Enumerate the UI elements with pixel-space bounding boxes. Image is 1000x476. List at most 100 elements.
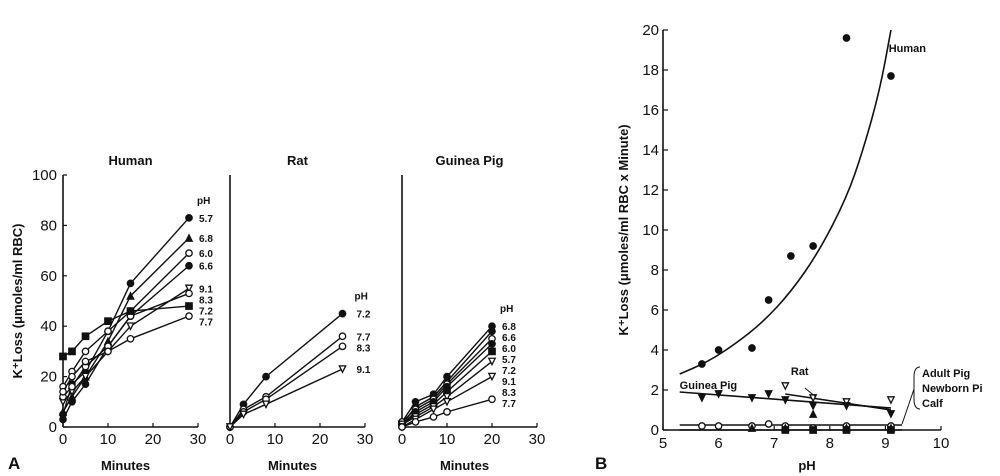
panel-a-human-series-6-6-3-line bbox=[62, 265, 190, 420]
panel-a-rat-ph-label-8-3: 8.3 bbox=[357, 343, 371, 354]
panel-a-rat-x-tick-label: 10 bbox=[267, 431, 284, 448]
panel-a-guinea-pig-ph-label-7-7: 7.7 bbox=[502, 399, 516, 410]
panel-b-group-bracket bbox=[913, 366, 921, 410]
panel-a-human-y-tick-label: 40 bbox=[40, 318, 57, 335]
panel-a-human-series-7-7-7-point bbox=[185, 312, 193, 320]
panel-a-rat-x-tick-label: 20 bbox=[312, 431, 329, 448]
panel-a-human-series-6-8-1-point bbox=[58, 407, 68, 416]
panel-a-guinea-pig-series-7-7-7-point bbox=[429, 413, 438, 421]
panel-a-guinea-pig-series-7-7-7-point bbox=[443, 408, 451, 416]
panel-a-human-series-6-6-3-point bbox=[59, 415, 67, 424]
panel-a-rat-series-7-7-1-point bbox=[338, 332, 347, 341]
panel-b-curve-label-rat: Rat bbox=[791, 366, 809, 378]
panel-a-human-ph-label-7-7: 7.7 bbox=[199, 317, 213, 328]
panel-a-human-ph-label-8-3: 8.3 bbox=[199, 295, 213, 306]
panel-b-series-calf-point bbox=[887, 426, 895, 434]
panel-b-x-tick-label: 10 bbox=[933, 435, 950, 452]
panel-b-x-tick-label: 8 bbox=[826, 435, 834, 452]
panel-b-series-human-point bbox=[714, 346, 723, 354]
panel-a-human-x-axis-label: Minutes bbox=[101, 458, 150, 473]
panel-a-human-series-8-3-5-point bbox=[185, 289, 193, 298]
panel-b-series-calf-point bbox=[842, 426, 851, 434]
panel-a-human-x-tick-label: 0 bbox=[59, 431, 67, 448]
panel-a-human-ph-label-6-6: 6.6 bbox=[199, 262, 213, 273]
panel-a-guinea-pig-series-8-3-6-point bbox=[442, 397, 452, 407]
panel-a-human-y-tick-label: 100 bbox=[32, 167, 57, 184]
panel-a-human-ph-label-5-7: 5.7 bbox=[199, 214, 213, 225]
panel-a-human-y-tick-label: 80 bbox=[40, 217, 57, 234]
panel-a-human-ph-label-7-2: 7.2 bbox=[199, 306, 213, 317]
panel-a-human-series-7-7-7-point bbox=[104, 347, 112, 356]
panel-a-rat-x-axis-label: Minutes bbox=[268, 458, 317, 473]
panel-b-y-tick-label: 14 bbox=[642, 142, 659, 159]
panel-a-human-series-7-2-6-point bbox=[126, 307, 135, 315]
panel-b-series-adult-pig-point bbox=[698, 422, 706, 430]
panel-b-series-adult-pig-point bbox=[714, 422, 723, 430]
panel-b-y-tick-label: 18 bbox=[642, 62, 659, 79]
panel-a-guinea-pig-series-7-7-7-point bbox=[411, 418, 420, 426]
panel-b-y-tick-label: 12 bbox=[642, 182, 659, 199]
panel-a-human-series-6-6-3-point bbox=[68, 397, 76, 406]
panel-a-guinea-pig-series-8-3-6-point bbox=[429, 405, 438, 415]
panel-a-human-series-6-8-1-point bbox=[184, 233, 194, 242]
panel-a-human-y-tick-label: 60 bbox=[40, 268, 57, 285]
panel-b-letter: B bbox=[595, 454, 607, 473]
panel-a-human-series-7-2-6-point bbox=[81, 332, 90, 341]
panel-a-human-ph-heading: pH bbox=[197, 196, 210, 207]
panel-a-guinea-pig-ph-label-8-3: 8.3 bbox=[502, 388, 516, 399]
panel-a-guinea-pig-series-8-3-6-point bbox=[487, 372, 497, 382]
panel-b-y-tick-label: 16 bbox=[642, 102, 659, 119]
panel-a-rat-x-tick-label: 30 bbox=[357, 431, 374, 448]
panel-a-rat-series-9-1-3-point bbox=[261, 400, 271, 409]
panel-a-human-series-7-7-7-point bbox=[126, 334, 135, 343]
panel-b-x-tick-label: 5 bbox=[659, 435, 667, 452]
panel-a-guinea-pig-series-9-1-5-point bbox=[487, 357, 497, 367]
panel-a-guinea-pig-ph-heading: pH bbox=[500, 304, 513, 315]
panel-a-human-y-tick-label: 0 bbox=[49, 419, 57, 436]
panel-a-rat-series-9-1-3-point bbox=[225, 423, 235, 432]
panel-b-x-axis-label: pH bbox=[798, 458, 815, 473]
panel-b-series-human-point bbox=[787, 252, 795, 260]
panel-a-guinea-pig-series-6-6-1-point bbox=[488, 327, 496, 336]
panel-b-curve-label-newborn-pi: Newborn Pi bbox=[922, 383, 983, 395]
panel-b-series-guinea-pig-point bbox=[747, 394, 757, 403]
panel-b-series-guinea-pig-point bbox=[714, 390, 723, 399]
panel-b-y-tick-label: 0 bbox=[651, 422, 659, 439]
panel-b-curve-label-adult-pig: Adult Pig bbox=[922, 368, 970, 380]
panel-a-rat-series-8-3-2-line bbox=[229, 345, 343, 428]
panel-b-y-tick-label: 6 bbox=[651, 302, 659, 319]
panel-a-rat-series-8-3-2-point bbox=[338, 342, 347, 351]
panel-b-curve-label-guinea-pig: Guinea Pig bbox=[680, 380, 737, 392]
panel-a-human-series-6-0-2-point bbox=[81, 347, 90, 356]
panel-b-x-tick-label: 6 bbox=[714, 435, 722, 452]
panel-a-human-series-7-2-6-point bbox=[185, 302, 193, 310]
panel-a-human-series-6-6-3-point bbox=[185, 261, 193, 270]
panel-a-human-series-6-6-3-point bbox=[81, 380, 90, 389]
panel-a-human-y-axis-label: K⁺Loss (μmoles/ml RBC) bbox=[10, 224, 25, 379]
panel-a-human-x-tick-label: 10 bbox=[100, 431, 117, 448]
panel-a-human-series-7-7-7-point bbox=[68, 372, 76, 381]
panel-a-human-series-9-1-4-point bbox=[126, 322, 135, 331]
panel-a-human-series-9-1-4-line bbox=[62, 287, 190, 403]
panel-a-guinea-pig-x-tick-label: 20 bbox=[484, 431, 501, 448]
panel-a-rat-series-7-2-0-point bbox=[262, 372, 270, 381]
panel-a-human-series-7-2-6-point bbox=[104, 317, 112, 326]
panel-a-guinea-pig-x-tick-label: 0 bbox=[398, 431, 406, 448]
panel-b-group-leader bbox=[901, 388, 915, 425]
panel-b-series-human-point bbox=[748, 344, 756, 352]
panel-b-y-tick-label: 2 bbox=[651, 382, 659, 399]
panel-a-rat-ph-label-7-2: 7.2 bbox=[357, 310, 371, 321]
panel-a-rat-series-9-1-3-point bbox=[338, 365, 347, 374]
panel-a-human-title: Human bbox=[108, 153, 152, 168]
panel-a-human-series-6-8-1-line bbox=[62, 237, 190, 413]
panel-b-series-human-point bbox=[842, 34, 851, 42]
panel-a-rat-x-tick-label: 0 bbox=[226, 431, 234, 448]
panel-a-guinea-pig-ph-label-7-2: 7.2 bbox=[502, 366, 516, 377]
panel-a-rat-ph-label-7-7: 7.7 bbox=[357, 332, 371, 343]
panel-a-guinea-pig-series-9-1-5-point bbox=[442, 392, 452, 402]
panel-b-curve-label-human: Human bbox=[889, 43, 927, 55]
panel-b-series-guinea-pig-point bbox=[886, 410, 896, 419]
panel-a-guinea-pig-series-5-7-3-point bbox=[488, 339, 496, 348]
panel-b-y-axis-label: K⁺Loss (μmoles/ml RBC x Minute) bbox=[616, 124, 631, 335]
panel-b-rat-leader bbox=[804, 387, 817, 398]
